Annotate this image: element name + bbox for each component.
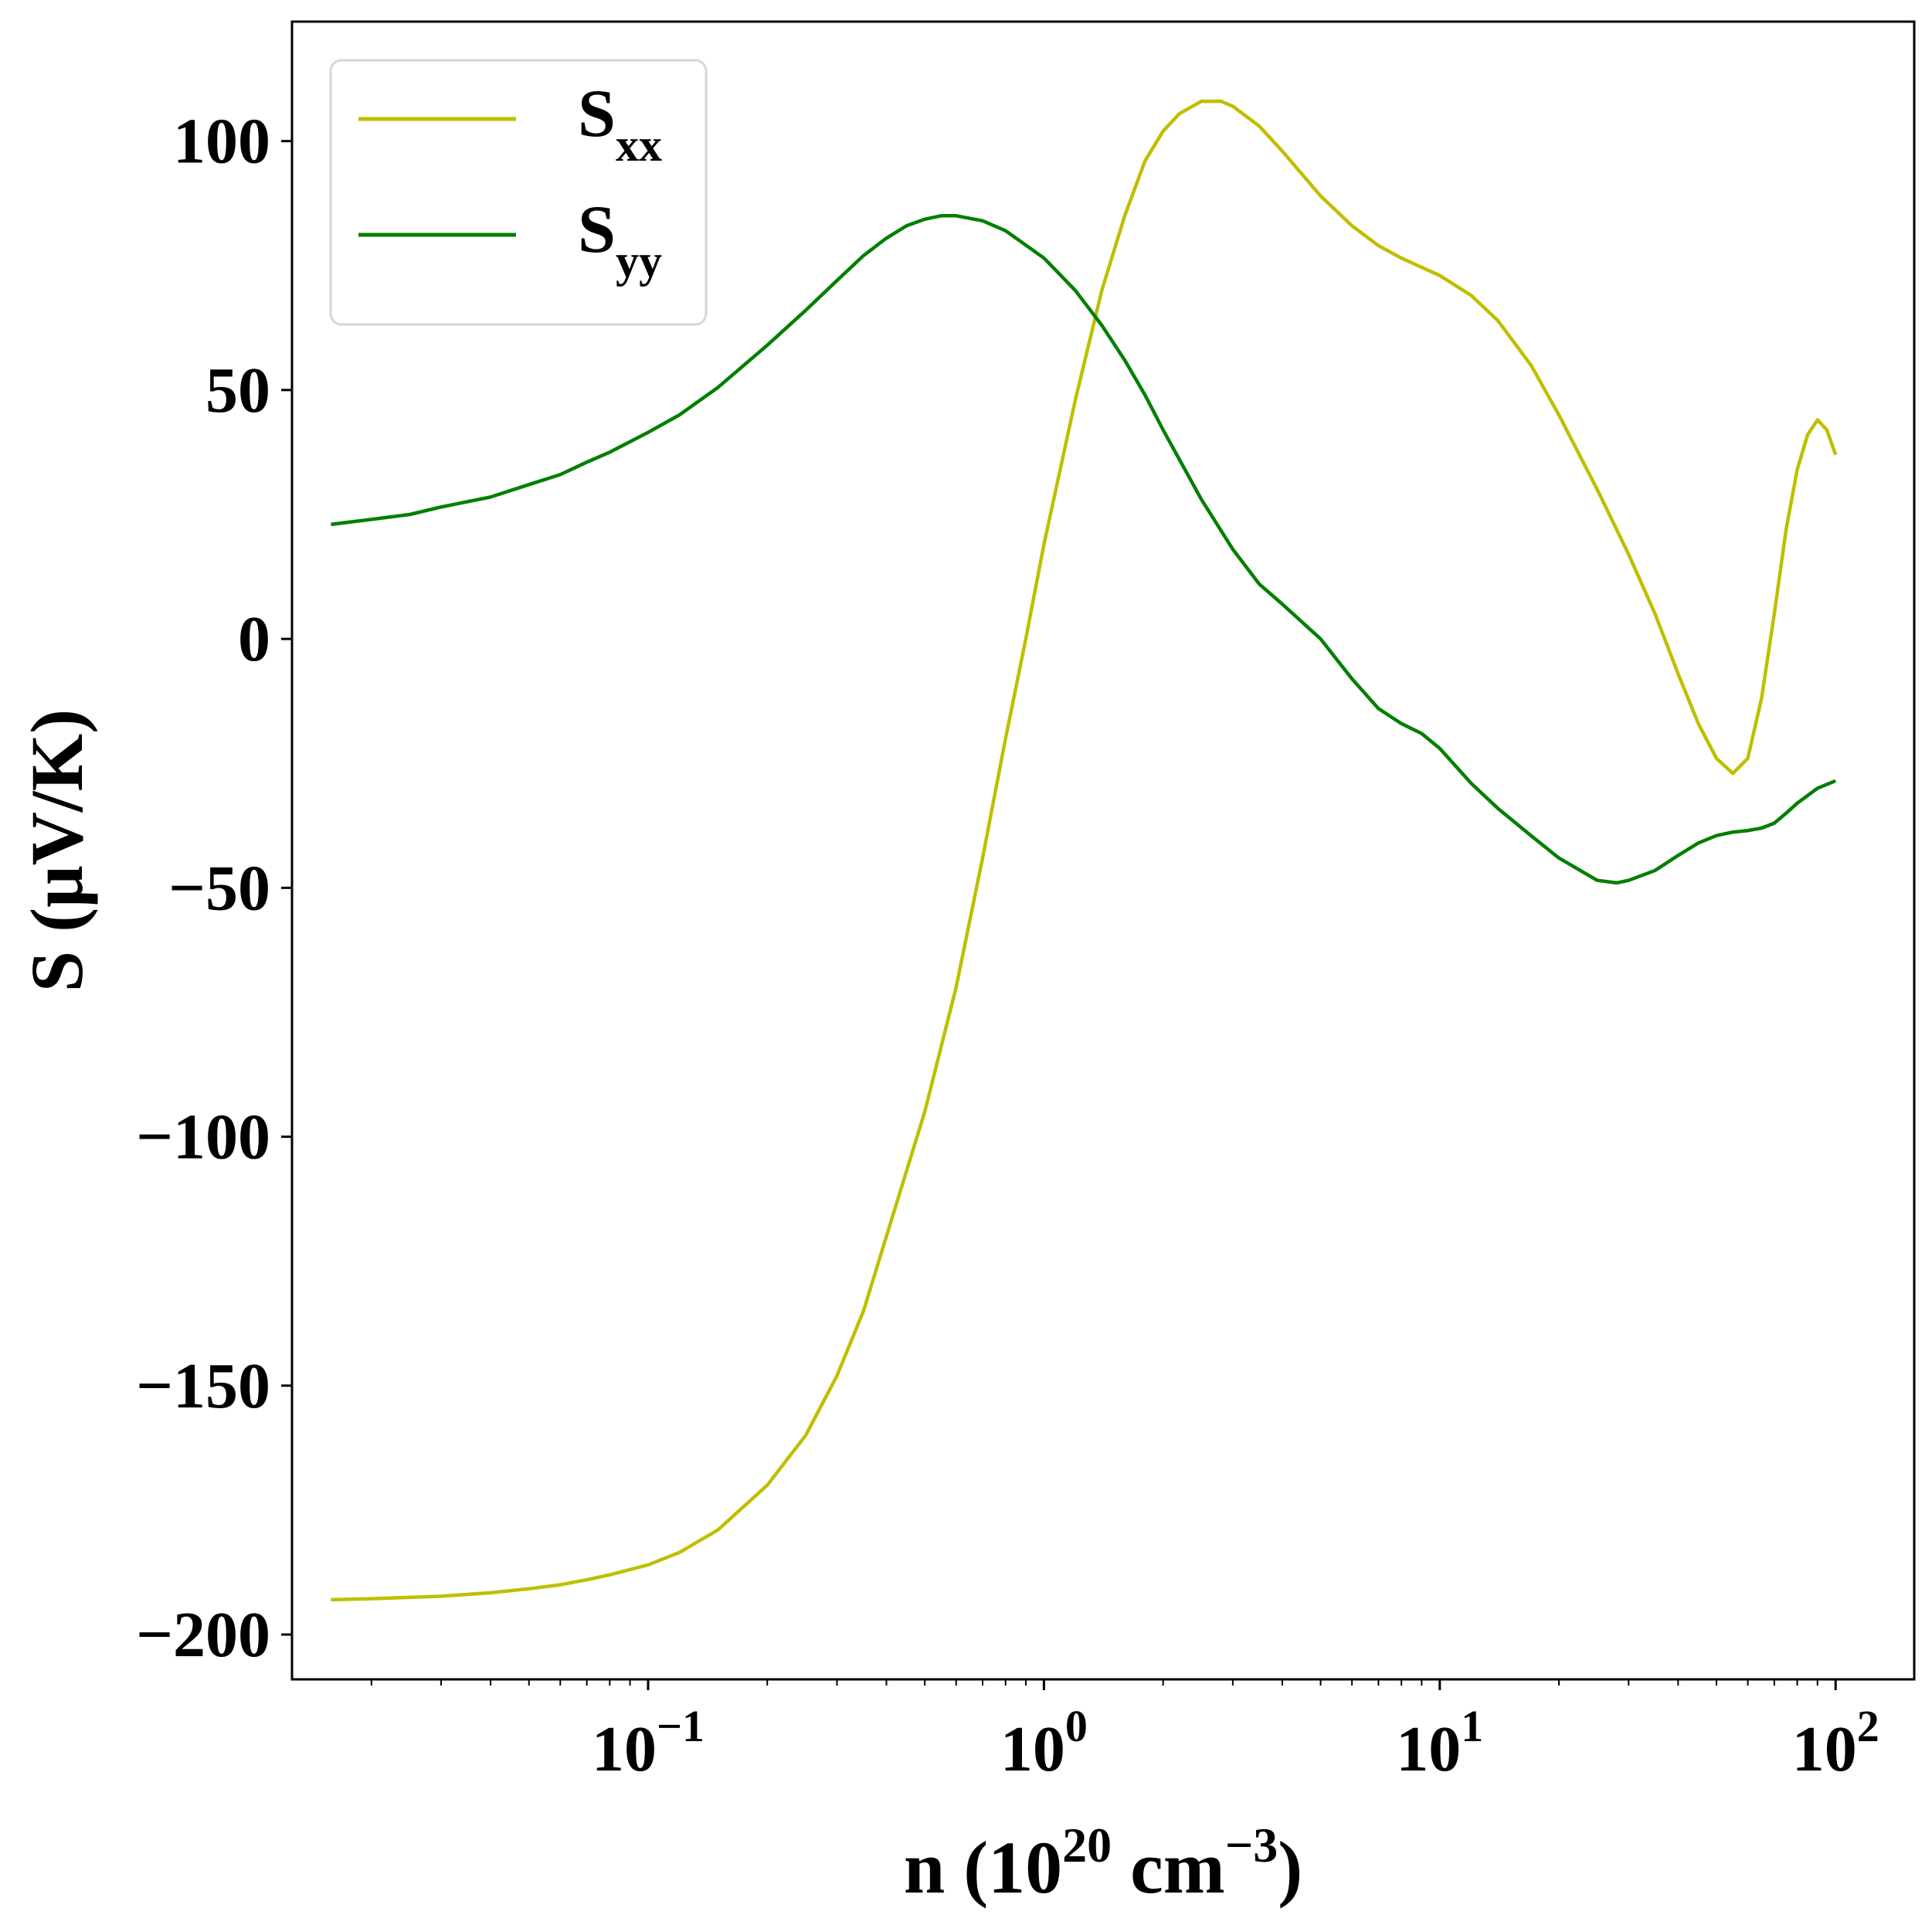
y-tick-label: 100 — [173, 106, 270, 178]
x-tick-base: 10 — [1396, 1713, 1461, 1785]
x-axis-label-sup: 20 — [1062, 1818, 1112, 1872]
y-axis-label: S (μV/K) — [15, 709, 98, 992]
y-tick-label: −200 — [136, 1599, 270, 1671]
legend-label-yy: Syy — [578, 192, 662, 287]
x-axis-label-part: ) — [1278, 1826, 1302, 1909]
x-tick-label: 101 — [1396, 1701, 1483, 1785]
plot-frame — [290, 20, 1916, 1681]
x-axis-label-part: n (10 — [904, 1826, 1062, 1909]
x-tick-exponent: 2 — [1857, 1701, 1879, 1751]
x-tick-base: 10 — [592, 1713, 657, 1785]
legend-label-sub: xx — [616, 120, 662, 171]
legend-label-sub: yy — [616, 236, 662, 287]
legend-label-xx: Sxx — [578, 76, 662, 171]
y-tick-label: 50 — [205, 355, 270, 426]
series-line-yy — [331, 214, 1837, 885]
x-axis-label: n (1020 cm−3) — [904, 1818, 1302, 1909]
x-tick-base: 10 — [1000, 1713, 1065, 1785]
x-axis-label-part: cm — [1112, 1826, 1225, 1909]
x-tick-base: 10 — [1792, 1713, 1857, 1785]
x-tick-label: 102 — [1792, 1701, 1879, 1785]
x-tick-label: 10−1 — [592, 1701, 705, 1785]
x-tick-exponent: −1 — [657, 1701, 705, 1751]
series-line-xx — [331, 99, 1838, 1602]
x-axis-label-sup: −3 — [1225, 1818, 1278, 1872]
y-tick-label: −100 — [136, 1102, 270, 1173]
legend-label-main: S — [578, 192, 616, 267]
series-layer — [331, 99, 1838, 1602]
y-tick-label: −150 — [136, 1350, 270, 1422]
x-tick-label: 100 — [1000, 1701, 1088, 1785]
y-tick-label: 0 — [238, 603, 270, 675]
legend-box — [329, 59, 708, 326]
legend-label-main: S — [578, 76, 616, 151]
x-tick-exponent: 0 — [1065, 1701, 1088, 1751]
y-tick-label: −50 — [168, 852, 270, 924]
x-tick-exponent: 1 — [1461, 1701, 1483, 1751]
